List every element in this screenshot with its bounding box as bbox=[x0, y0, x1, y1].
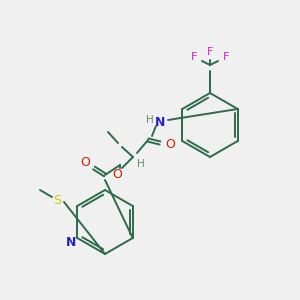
Text: N: N bbox=[66, 236, 76, 248]
Text: H: H bbox=[146, 115, 154, 125]
Text: N: N bbox=[155, 116, 165, 128]
Text: F: F bbox=[223, 52, 229, 62]
Text: O: O bbox=[80, 157, 90, 169]
Text: F: F bbox=[191, 52, 197, 62]
Text: H: H bbox=[137, 159, 145, 169]
Text: F: F bbox=[207, 47, 213, 57]
Text: S: S bbox=[53, 194, 61, 206]
Text: O: O bbox=[165, 139, 175, 152]
Text: O: O bbox=[112, 169, 122, 182]
